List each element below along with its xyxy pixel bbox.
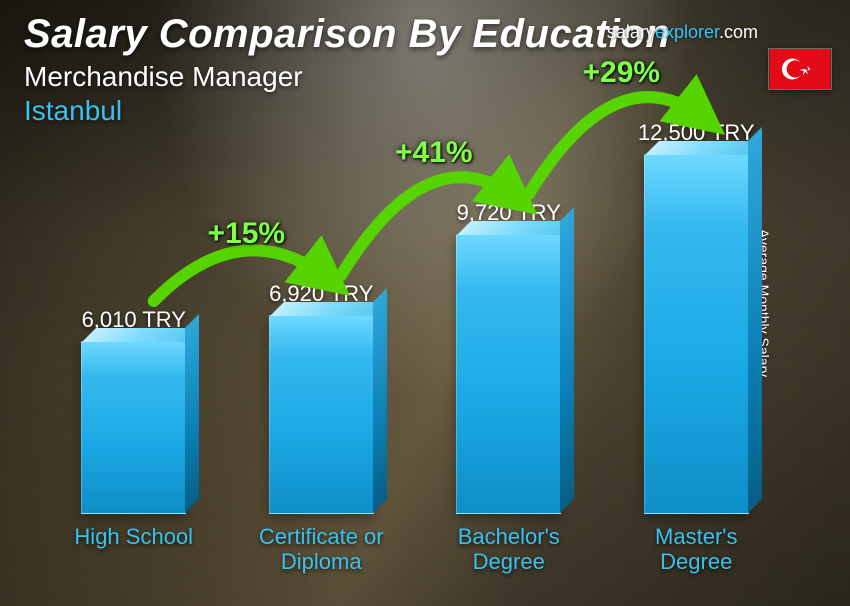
bar	[644, 154, 749, 514]
page-subtitle: Merchandise Manager	[24, 61, 670, 93]
title-block: Salary Comparison By Education Merchandi…	[24, 12, 670, 127]
page-location: Istanbul	[24, 95, 670, 127]
bar-category-label: High School	[74, 524, 193, 576]
bar-column: 9,720 TRYBachelor'sDegree	[415, 200, 603, 576]
salary-bar-chart: 6,010 TRYHigh School6,920 TRYCertificate…	[40, 150, 790, 576]
bar-column: 6,920 TRYCertificate orDiploma	[228, 281, 416, 576]
bar-column: 12,500 TRYMaster'sDegree	[603, 120, 791, 576]
increase-percent-label: +15%	[208, 217, 286, 251]
bar	[81, 341, 186, 514]
brand-suffix: .com	[719, 22, 758, 42]
increase-percent-label: +29%	[583, 56, 661, 90]
brand-mid: explorer	[655, 22, 719, 42]
page-title: Salary Comparison By Education	[24, 12, 670, 57]
turkey-flag-icon	[768, 48, 832, 90]
increase-percent-label: +41%	[395, 136, 473, 170]
bar	[456, 234, 561, 514]
bar-category-label: Bachelor'sDegree	[458, 524, 560, 576]
bar-column: 6,010 TRYHigh School	[40, 307, 228, 576]
brand-label: salaryexplorer.com	[607, 22, 758, 43]
brand-prefix: salary	[607, 22, 655, 42]
bar-category-label: Certificate orDiploma	[259, 524, 384, 576]
bar	[269, 315, 374, 514]
bar-category-label: Master'sDegree	[655, 524, 737, 576]
